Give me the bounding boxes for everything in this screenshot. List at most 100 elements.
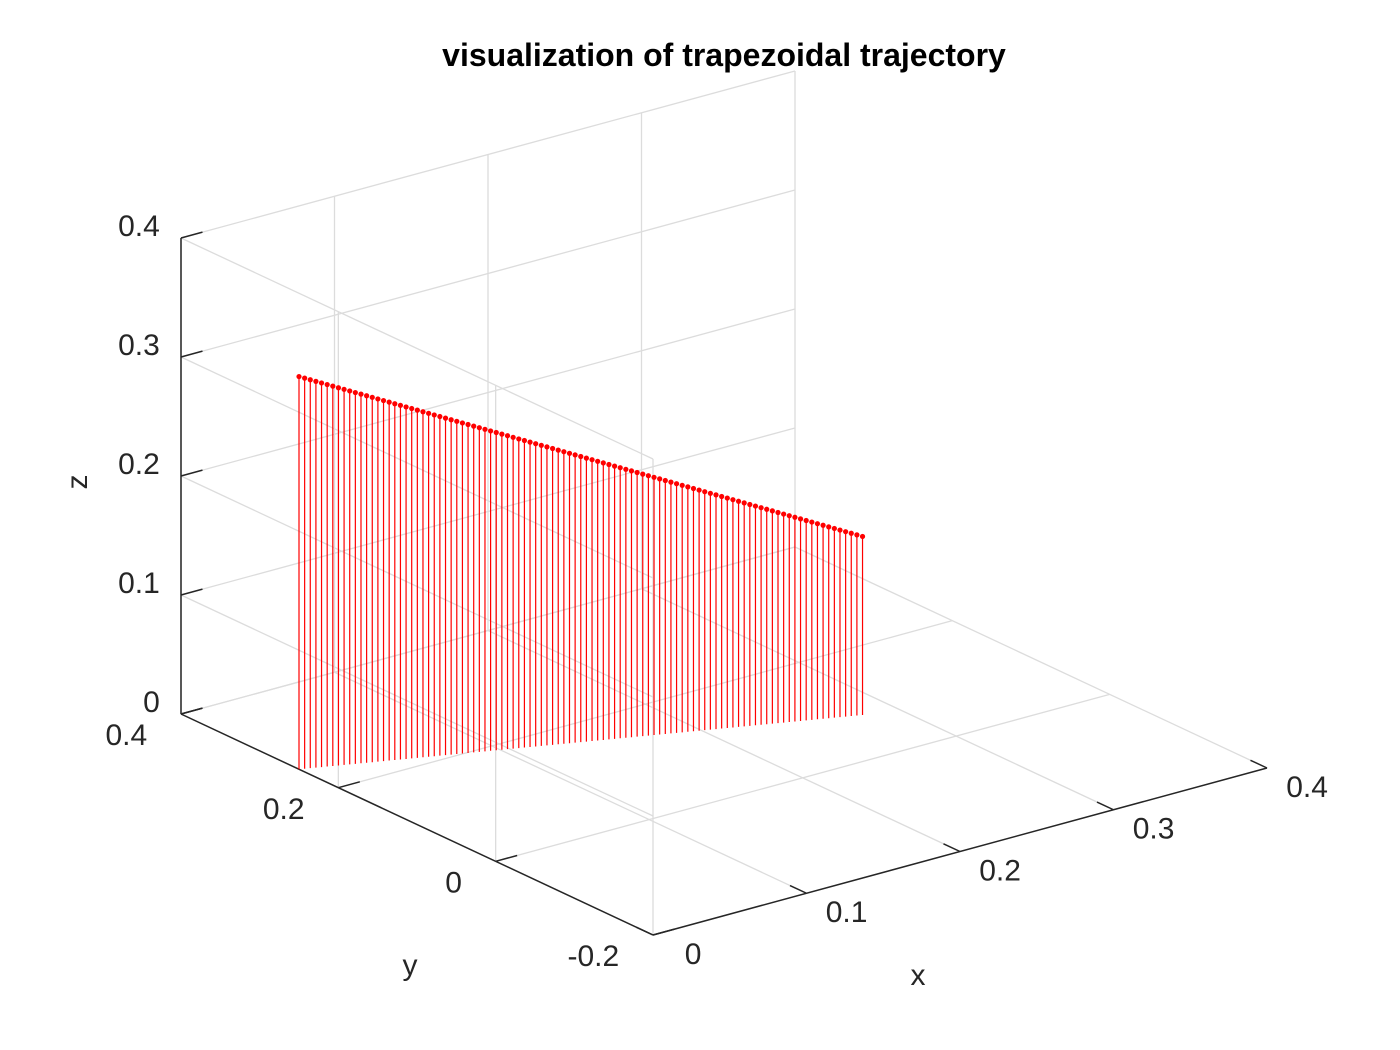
z-axis-title: z	[61, 475, 94, 490]
stem-point	[657, 476, 663, 482]
stem-point	[843, 529, 849, 535]
stem-point	[510, 434, 516, 440]
stem-point	[814, 521, 821, 527]
grid-line	[334, 671, 807, 894]
stem-point	[752, 503, 759, 509]
stem-point	[431, 412, 437, 418]
stem-point	[837, 527, 843, 533]
x-tick-label: 0.1	[826, 896, 868, 929]
grid-line	[180, 427, 796, 596]
stem-point	[668, 479, 674, 485]
stem-point	[623, 466, 629, 472]
stem-point	[640, 471, 646, 477]
stem-point	[786, 513, 792, 519]
tick-marks	[180, 231, 1268, 936]
x-tick-label: 0.2	[979, 854, 1021, 887]
stem-point	[645, 473, 651, 479]
stem-point	[707, 490, 713, 496]
z-tick-label: 0.2	[118, 448, 160, 481]
z-tick-label: 0.4	[118, 210, 160, 243]
stem-point	[561, 449, 567, 455]
stem-point	[426, 410, 432, 416]
stem-point	[302, 375, 308, 381]
stem-point	[741, 500, 747, 506]
stem-series	[296, 373, 866, 770]
stem-point	[719, 493, 725, 500]
tick-labels: 00.10.20.30.4-0.200.20.400.10.20.30.4	[105, 210, 1327, 973]
stem-point	[848, 530, 854, 536]
stem-point	[318, 380, 325, 386]
grid-line	[338, 620, 953, 789]
stem-point	[831, 525, 837, 532]
stem-point	[673, 481, 680, 487]
stem-point	[702, 489, 708, 495]
stem-point	[764, 506, 770, 512]
stem-point	[572, 452, 578, 458]
stem-point	[606, 461, 612, 468]
stem-point	[341, 386, 347, 392]
stem-point	[504, 433, 511, 439]
stem-point	[792, 514, 798, 520]
stem-point	[820, 522, 826, 528]
stem-point	[724, 495, 730, 501]
z-tick	[180, 350, 203, 358]
grid-line	[180, 546, 796, 715]
stem-point	[358, 391, 364, 397]
stem-point	[775, 509, 781, 516]
y-tick-label: 0.4	[105, 719, 147, 752]
stem-point	[662, 477, 668, 484]
stem-point	[747, 501, 753, 508]
x-tick-label: 0	[685, 938, 702, 971]
stem-point	[651, 474, 657, 480]
stem-point	[414, 407, 420, 413]
stem-point	[809, 519, 815, 525]
z-tick-label: 0.3	[118, 329, 160, 362]
stem-point	[330, 383, 336, 389]
x-tick	[1250, 759, 1268, 769]
z-tick-label: 0	[143, 686, 160, 719]
z-tick	[180, 231, 203, 239]
grid-line	[180, 308, 796, 477]
stem-point	[448, 417, 454, 423]
stem-point	[628, 468, 635, 474]
stem-point	[420, 409, 426, 415]
stem-point	[375, 396, 381, 402]
grid-line	[495, 693, 1110, 862]
stem-point	[589, 457, 595, 463]
x-tick	[943, 843, 961, 853]
stem-point	[307, 377, 313, 383]
y-tick-label: 0.2	[263, 793, 305, 826]
stem-point	[600, 460, 606, 466]
stem-point	[611, 463, 618, 469]
grid-line	[641, 588, 1114, 811]
stem-point	[437, 413, 443, 420]
stem-point	[634, 469, 640, 476]
stem-point	[499, 431, 505, 437]
stem-point	[347, 388, 353, 394]
stem-point	[583, 455, 590, 461]
stem-point	[324, 381, 330, 388]
y-tick	[495, 854, 518, 863]
stem-point	[781, 511, 787, 517]
x-tick-label: 0.4	[1286, 771, 1328, 804]
z-tick	[180, 469, 203, 477]
y-tick-label: 0	[445, 867, 462, 900]
stem-point	[549, 445, 556, 452]
stem-point	[544, 444, 550, 450]
stem-point	[527, 439, 533, 445]
stem-point	[859, 533, 866, 540]
stem-point	[696, 487, 702, 493]
stem-point	[380, 397, 387, 404]
stem-point	[690, 485, 697, 492]
stem-point	[533, 441, 539, 447]
stem-point	[578, 453, 584, 460]
y-tick	[338, 781, 361, 789]
x-axis-title: x	[911, 959, 926, 992]
stem-point	[465, 421, 471, 428]
stem-point	[335, 385, 342, 391]
stem-point	[555, 447, 561, 453]
grid-line	[794, 546, 1268, 769]
stem-point	[730, 497, 736, 503]
stem-point	[296, 373, 302, 380]
